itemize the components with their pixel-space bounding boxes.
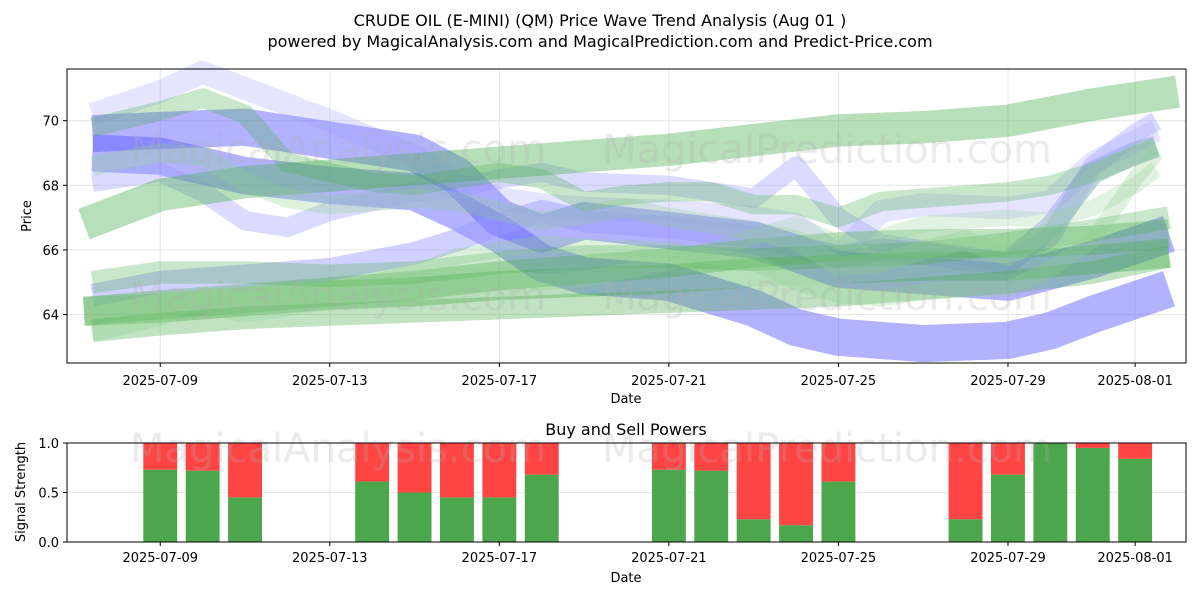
- chart-subtitle: powered by MagicalAnalysis.com and Magic…: [267, 32, 932, 51]
- buy-bar: [482, 497, 517, 542]
- price-band-12: [91, 162, 1162, 323]
- buy-bar: [1118, 458, 1153, 542]
- buy-bar: [821, 481, 856, 542]
- price-y-tick-label: 70: [42, 115, 59, 130]
- price-band-11: [90, 137, 1160, 276]
- watermark-signal-left: MagicalAnalysis.com: [130, 426, 546, 472]
- sell-bar: [1075, 443, 1110, 448]
- buy-bar: [736, 519, 771, 542]
- sell-bar: [1118, 443, 1153, 459]
- sell-bar: [948, 443, 983, 520]
- signal-bars: [143, 443, 1153, 542]
- signal-x-tick-label: 2025-07-09: [122, 551, 198, 566]
- chart-title: CRUDE OIL (E-MINI) (QM) Price Wave Trend…: [354, 11, 847, 30]
- sell-bar: [736, 443, 771, 520]
- buy-bar: [397, 492, 432, 542]
- signal-x-label: Date: [610, 571, 641, 586]
- sell-bar: [779, 443, 813, 526]
- price-bands: [78, 60, 1180, 363]
- price-y-tick-label: 64: [42, 309, 59, 324]
- buy-bar: [440, 497, 474, 542]
- signal-y-ticks: 0.0 0.5 1.0: [38, 437, 67, 551]
- sell-bar: [228, 443, 262, 498]
- price-band-8: [91, 245, 1172, 342]
- price-band-5: [78, 75, 1180, 240]
- price-plot-background: [67, 69, 1186, 363]
- price-y-tick-label: 66: [42, 244, 59, 259]
- price-panel: MagicalAnalysis.com MagicalPrediction.co…: [20, 60, 1187, 407]
- signal-y-tick-label: 0.5: [38, 487, 59, 502]
- buy-bar: [1075, 447, 1110, 542]
- buy-bar: [355, 481, 390, 542]
- signal-x-tick-label: 2025-07-29: [970, 551, 1046, 566]
- buy-bar: [651, 469, 686, 542]
- signal-y-tick-label: 0.0: [38, 536, 59, 551]
- price-band-2: [90, 135, 1160, 307]
- signal-x-tick-label: 2025-07-13: [292, 551, 368, 566]
- price-grid: [67, 69, 1186, 363]
- buy-bar: [694, 470, 729, 542]
- watermark-right-lower: MagicalPrediction.com: [602, 274, 1052, 320]
- sell-bar: [651, 443, 686, 470]
- price-x-tick-label: 2025-07-17: [462, 374, 538, 389]
- signal-x-tick-label: 2025-07-21: [631, 551, 707, 566]
- watermark-left: MagicalAnalysis.com: [130, 127, 546, 173]
- price-y-tick-label: 68: [42, 179, 59, 194]
- price-y-label: Price: [20, 200, 35, 232]
- signal-y-tick-label: 1.0: [38, 437, 59, 452]
- buy-bar: [948, 519, 983, 542]
- price-band-6: [82, 219, 1171, 326]
- signal-x-tick-label: 2025-07-17: [462, 551, 538, 566]
- watermark-signal-right: MagicalPrediction.com: [602, 426, 1052, 472]
- price-band-1: [91, 134, 1175, 363]
- price-band-0: [91, 108, 1175, 301]
- price-band-4: [88, 60, 1162, 268]
- price-x-tick-label: 2025-07-21: [631, 374, 707, 389]
- price-band-13: [90, 147, 1163, 342]
- sell-bar: [397, 443, 432, 493]
- price-band-7: [83, 238, 1171, 326]
- sell-bar: [185, 443, 220, 471]
- sell-bar: [482, 443, 517, 498]
- price-x-tick-label: 2025-07-09: [122, 374, 198, 389]
- buy-bar: [1033, 443, 1068, 542]
- sell-bar: [524, 443, 559, 475]
- price-x-tick-label: 2025-07-13: [292, 374, 368, 389]
- price-y-ticks: 64 66 68 70: [42, 115, 67, 324]
- sell-bar: [355, 443, 390, 482]
- signal-panel: Buy and Sell Powers MagicalAnalysis.com …: [14, 420, 1187, 586]
- price-x-ticks: 2025-07-09 2025-07-13 2025-07-17 2025-07-21…: [122, 363, 1173, 389]
- signal-x-tick-label: 2025-08-01: [1097, 551, 1173, 566]
- price-x-tick-label: 2025-08-01: [1097, 374, 1173, 389]
- buy-bar: [524, 474, 559, 542]
- price-band-9: [90, 206, 1171, 294]
- buy-bar: [991, 474, 1025, 542]
- buy-bar: [143, 469, 178, 542]
- signal-y-label: Signal Strength: [14, 442, 29, 542]
- price-band-3: [91, 112, 1162, 273]
- buy-bar: [185, 470, 220, 542]
- sell-bar: [821, 443, 856, 482]
- price-plot-frame: [66, 68, 1187, 364]
- sell-bar: [143, 443, 178, 470]
- signal-title: Buy and Sell Powers: [545, 420, 707, 439]
- signal-x-ticks: 2025-07-09 2025-07-13 2025-07-17 2025-07-21…: [122, 542, 1173, 566]
- signal-x-tick-label: 2025-07-25: [801, 551, 877, 566]
- sell-bar: [991, 443, 1025, 475]
- sell-bar: [694, 443, 729, 471]
- buy-bar: [228, 497, 262, 542]
- price-band-10: [90, 88, 1161, 228]
- price-x-tick-label: 2025-07-29: [970, 374, 1046, 389]
- price-x-label: Date: [610, 392, 641, 407]
- watermark-left-lower: MagicalAnalysis.com: [130, 274, 546, 320]
- watermark-right: MagicalPrediction.com: [602, 127, 1052, 173]
- price-x-tick-label: 2025-07-25: [801, 374, 877, 389]
- sell-bar: [440, 443, 474, 498]
- buy-bar: [779, 525, 813, 542]
